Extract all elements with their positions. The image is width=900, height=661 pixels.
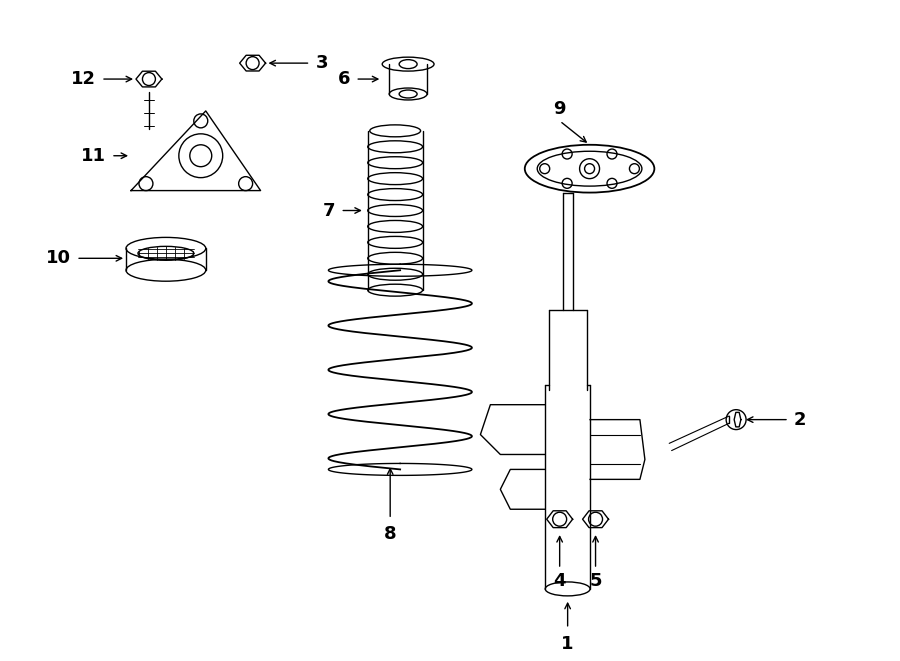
Text: 1: 1 [562,635,574,652]
Text: 5: 5 [590,572,602,590]
Text: 2: 2 [794,410,806,428]
Text: 11: 11 [81,147,106,165]
Text: 6: 6 [338,70,350,88]
Text: 7: 7 [323,202,336,219]
Text: 4: 4 [554,572,566,590]
Text: 12: 12 [71,70,96,88]
Text: 10: 10 [46,249,71,267]
Text: 3: 3 [315,54,328,72]
Text: 8: 8 [384,525,397,543]
Text: 9: 9 [554,100,566,118]
